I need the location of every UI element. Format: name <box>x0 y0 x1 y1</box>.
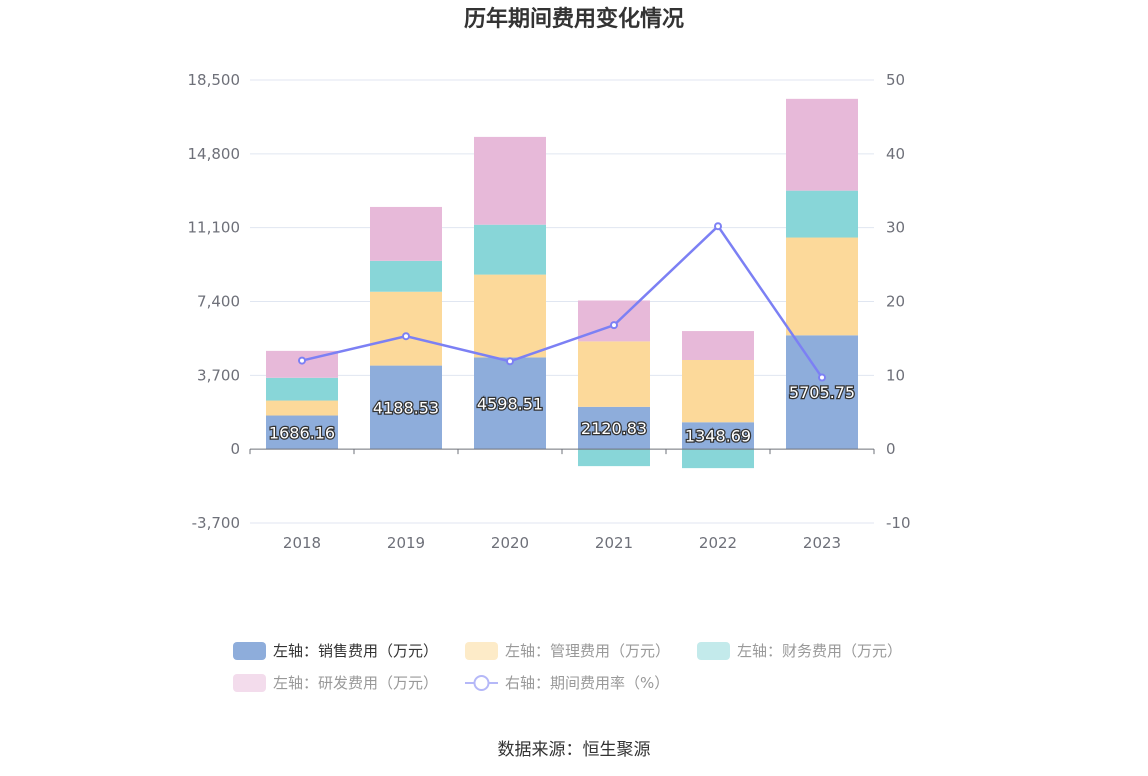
bar-data-label: 2120.83 <box>581 419 647 438</box>
legend-swatch <box>233 674 266 692</box>
bar-segment <box>682 449 754 469</box>
bar-segment <box>370 206 442 261</box>
left-tick-label: 3,700 <box>197 366 240 384</box>
line-point <box>506 357 514 366</box>
bar-series <box>266 98 858 469</box>
right-tick-label: 30 <box>886 219 905 237</box>
right-tick-label: 50 <box>886 71 905 89</box>
left-tick-label: 18,500 <box>188 71 241 89</box>
bar-data-label: 1348.69 <box>685 427 751 446</box>
legend-item[interactable]: 左轴：销售费用（万元） <box>233 642 438 660</box>
bar-segment <box>474 357 546 450</box>
right-axis: -10 0 10 20 30 40 50 <box>886 71 911 532</box>
bar-data-label: 5705.75 <box>789 383 855 402</box>
bar-segment <box>578 300 650 342</box>
bar-segment <box>370 260 442 292</box>
line-point <box>402 332 410 341</box>
grid-lines <box>250 79 874 524</box>
line-point <box>298 356 306 365</box>
line-series <box>298 222 826 382</box>
x-tick-label: 2018 <box>283 534 321 552</box>
left-tick-label: 0 <box>230 440 240 458</box>
bar-segment <box>370 291 442 366</box>
legend-label: 左轴：销售费用（万元） <box>273 642 438 660</box>
bar-data-label: 4188.53 <box>373 398 439 417</box>
bar-segment <box>474 224 546 275</box>
source-text: 数据来源：恒生聚源 <box>498 740 651 760</box>
right-tick-label: 0 <box>886 440 896 458</box>
legend-item[interactable]: 左轴：管理费用（万元） <box>465 642 670 660</box>
left-tick-label: -3,700 <box>192 514 240 532</box>
bar-segment <box>474 274 546 358</box>
line-point <box>714 222 722 231</box>
legend-label: 左轴：研发费用（万元） <box>273 674 438 692</box>
legend-swatch <box>697 642 730 660</box>
bar-segment <box>266 400 338 416</box>
x-tick-label: 2023 <box>803 534 841 552</box>
left-tick-label: 11,100 <box>188 219 241 237</box>
bar-segment <box>266 415 338 450</box>
x-axis: 2018 2019 2020 2021 2022 2023 <box>249 449 875 552</box>
bar-segment <box>578 406 650 450</box>
chart-title: 历年期间费用变化情况 <box>464 6 684 32</box>
legend-label: 左轴：管理费用（万元） <box>505 642 670 660</box>
line-path <box>301 224 824 379</box>
bar-segment <box>682 359 754 423</box>
bar-segment <box>786 335 858 450</box>
bar-segment <box>578 341 650 407</box>
right-tick-label: 20 <box>886 293 905 311</box>
bar-segment <box>474 136 546 225</box>
bar-segment <box>786 190 858 238</box>
bar-data-label: 4598.51 <box>477 394 543 413</box>
legend-swatch <box>233 642 266 660</box>
legend-item[interactable]: 右轴：期间费用率（%） <box>465 674 669 692</box>
legend-item[interactable]: 左轴：财务费用（万元） <box>697 642 902 660</box>
right-tick-label: -10 <box>886 514 911 532</box>
x-tick-label: 2021 <box>595 534 633 552</box>
right-tick-label: 40 <box>886 145 905 163</box>
bar-segment <box>266 377 338 401</box>
line-point <box>610 321 618 330</box>
bar-segment <box>682 422 754 450</box>
bar-segment <box>370 365 442 450</box>
line-point <box>818 373 826 382</box>
bar-data-labels: 1686.16 4188.53 4598.51 2120.83 1348.69 5705.… <box>268 382 857 447</box>
legend-label: 左轴：财务费用（万元） <box>737 642 902 660</box>
right-tick-label: 10 <box>886 366 905 384</box>
left-tick-label: 14,800 <box>188 145 241 163</box>
bar-segment <box>682 331 754 360</box>
left-tick-label: 7,400 <box>197 293 240 311</box>
legend[interactable]: 左轴：销售费用（万元） 左轴：管理费用（万元） 左轴：财务费用（万元） 左轴：研发费用… <box>233 642 902 692</box>
bar-data-label: 1686.16 <box>269 423 335 442</box>
x-tick-label: 2022 <box>699 534 737 552</box>
legend-line-marker <box>473 675 490 691</box>
legend-item[interactable]: 左轴：研发费用（万元） <box>233 674 438 692</box>
bar-segment <box>786 237 858 336</box>
bar-segment <box>786 98 858 191</box>
left-axis: -3,700 0 3,700 7,400 11,100 14,800 18,500 <box>188 71 241 532</box>
x-tick-label: 2019 <box>387 534 425 552</box>
bar-segment <box>578 449 650 467</box>
legend-swatch <box>465 642 498 660</box>
legend-label: 右轴：期间费用率（%） <box>505 674 669 692</box>
x-tick-label: 2020 <box>491 534 529 552</box>
